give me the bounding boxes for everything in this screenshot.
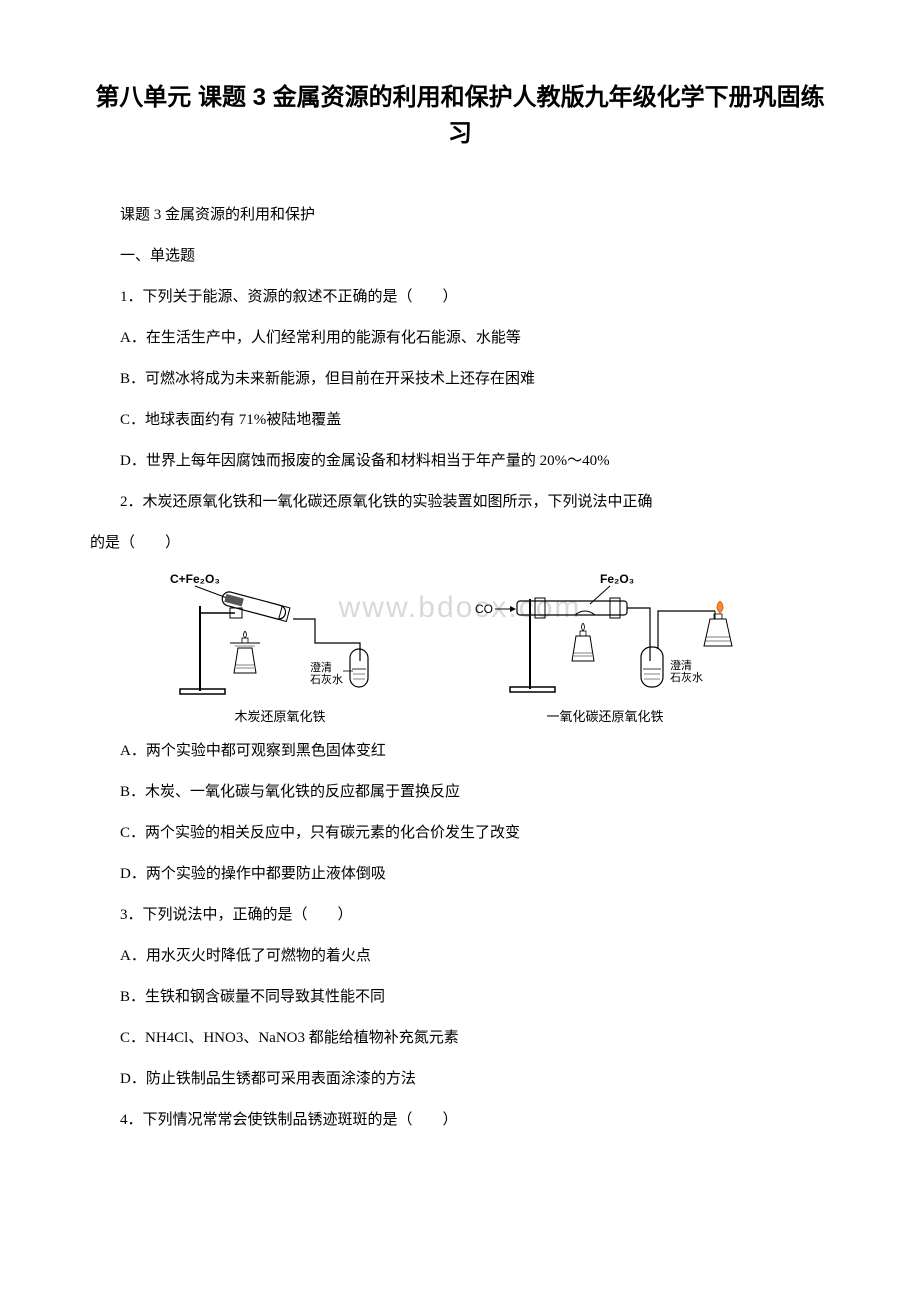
q2-stem-line2: 的是（ ） [90,530,830,557]
fig1-caption: 木炭还原氧化铁 [234,705,325,728]
fig2-liquid-label-2: 石灰水 [670,670,703,684]
q2-option-b: B．木炭、一氧化碳与氧化铁的反应都属于置换反应 [90,779,830,806]
q3-option-b: B．生铁和钢含碳量不同导致其性能不同 [90,984,830,1011]
apparatus-2-svg: Fe₂O₃ CO [455,571,755,701]
q2-option-a: A．两个实验中都可观察到黑色固体变红 [90,738,830,765]
q3-option-a: A．用水灭火时降低了可燃物的着火点 [90,943,830,970]
q1-option-b: B．可燃冰将成为未来新能源，但目前在开采技术上还存在困难 [90,366,830,393]
apparatus-1-svg: C+Fe₂O₃ [165,571,395,701]
q3-stem: 3．下列说法中，正确的是（ ） [90,902,830,929]
q3-option-d: D．防止铁制品生锈都可采用表面涂漆的方法 [90,1066,830,1093]
q1-stem: 1．下列关于能源、资源的叙述不正确的是（ ） [90,284,830,311]
q1-option-c: C．地球表面约有 71%被陆地覆盖 [90,407,830,434]
apparatus-2: Fe₂O₃ CO [455,571,755,728]
section-header: 一、单选题 [90,243,830,270]
fig2-co-label: CO [475,602,493,616]
subtitle: 课题 3 金属资源的利用和保护 [90,202,830,229]
fig1-liquid-label-2: 石灰水 [310,672,343,686]
fig2-liquid-label-1: 澄清 [670,658,692,672]
fig1-formula-label: C+Fe₂O₃ [170,572,220,586]
q4-stem: 4．下列情况常常会使铁制品锈迹斑斑的是（ ） [90,1107,830,1134]
q2-stem-line1: 2．木炭还原氧化铁和一氧化碳还原氧化铁的实验装置如图所示，下列说法中正确 [90,489,830,516]
page-title: 第八单元 课题 3 金属资源的利用和保护人教版九年级化学下册巩固练习 [90,80,830,152]
fig2-fe-label: Fe₂O₃ [600,572,634,586]
fig1-liquid-label-1: 澄清 [310,660,332,674]
q3-option-c: C．NH4Cl、HNO3、NaNO3 都能给植物补充氮元素 [90,1025,830,1052]
fig2-caption: 一氧化碳还原氧化铁 [546,705,663,728]
q1-option-a: A．在生活生产中，人们经常利用的能源有化石能源、水能等 [90,325,830,352]
q2-option-d: D．两个实验的操作中都要防止液体倒吸 [90,861,830,888]
q2-option-c: C．两个实验的相关反应中，只有碳元素的化合价发生了改变 [90,820,830,847]
apparatus-1: C+Fe₂O₃ [165,571,395,728]
q1-option-d: D．世界上每年因腐蚀而报废的金属设备和材料相当于年产量的 20%～40% [90,448,830,475]
q2-figure-container: www.bdocx.com C+Fe₂O₃ [90,571,830,728]
